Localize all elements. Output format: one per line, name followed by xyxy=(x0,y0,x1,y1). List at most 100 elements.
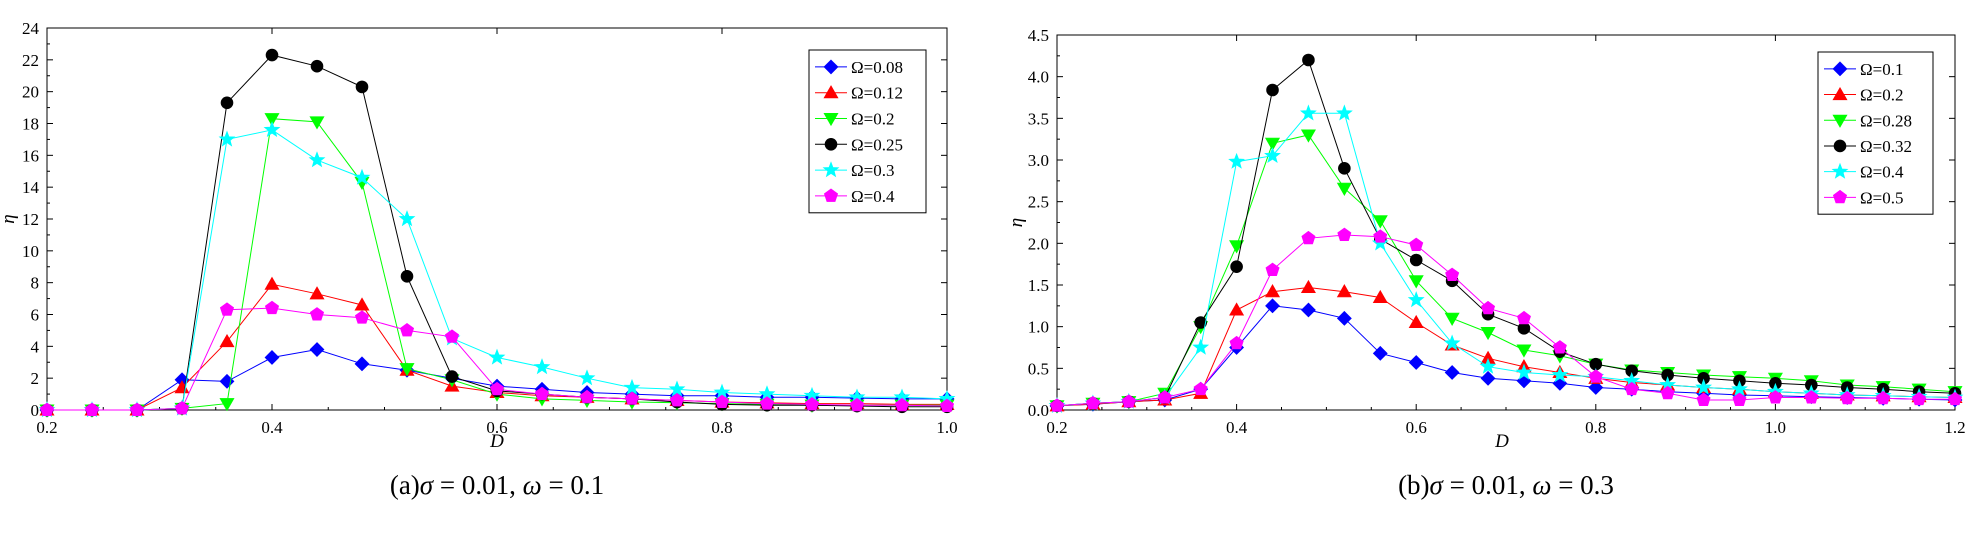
caption-post: = 0.3 xyxy=(1551,470,1613,500)
marker-triangle-down xyxy=(1265,137,1281,151)
x-tick-label: 0.8 xyxy=(1585,418,1606,437)
marker-circle xyxy=(310,59,324,73)
marker-pentagon xyxy=(939,398,955,413)
marker-pentagon xyxy=(669,393,685,407)
y-tick-label: 0.0 xyxy=(1028,401,1049,420)
marker-star xyxy=(1831,162,1849,179)
caption-pre: (a) xyxy=(390,470,420,500)
y-tick-label: 2 xyxy=(31,369,40,388)
marker-diamond xyxy=(823,59,839,75)
marker-triangle-down xyxy=(1516,344,1532,358)
marker-triangle-up xyxy=(1229,302,1245,316)
series-pentagon xyxy=(39,300,955,417)
marker-pentagon xyxy=(39,402,55,417)
marker-pentagon xyxy=(1696,392,1711,407)
marker-triangle-down xyxy=(219,398,235,412)
legend-item: Ω=0.4 xyxy=(1824,163,1904,182)
marker-star xyxy=(1228,152,1246,169)
marker-pentagon xyxy=(714,394,730,409)
marker-star xyxy=(533,358,551,375)
y-tick-label: 20 xyxy=(22,83,39,102)
legend-label: Ω=0.4 xyxy=(1860,163,1904,182)
marker-pentagon xyxy=(1768,390,1783,404)
legend-label: Ω=0.12 xyxy=(851,84,903,103)
marker-triangle-up xyxy=(219,333,235,348)
legend-box xyxy=(808,49,927,214)
legend: Ω=0.1 Ω=0.2 Ω=0.28 Ω=0.32 Ω=0.4 Ω=0.5 xyxy=(1817,51,1934,215)
marker-triangle-down xyxy=(264,113,280,127)
legend-label: Ω=0.2 xyxy=(1860,86,1903,105)
legend-item: Ω=0.4 xyxy=(815,187,895,206)
y-tick-label: 0.5 xyxy=(1028,359,1049,378)
y-tick-label: 1.0 xyxy=(1028,318,1049,337)
legend-item: Ω=0.2 xyxy=(1824,86,1903,105)
marker-triangle-up xyxy=(1372,289,1388,304)
panel-b: 0.2 0.4 0.6 0.8 1.0 1.2 0.0 0.5 1.0 1.5 2.0 2.5 3.0 3… xyxy=(1006,26,1966,500)
marker-star xyxy=(1515,363,1533,380)
x-axis-label: D xyxy=(1494,431,1509,452)
marker-pentagon xyxy=(1085,395,1100,410)
y-tick-label: 2.5 xyxy=(1028,193,1049,212)
legend-label: Ω=0.5 xyxy=(1860,188,1903,207)
caption-mid: = 0.01, xyxy=(1443,470,1532,500)
panel-caption: (b)σ = 0.01, ω = 0.3 xyxy=(1398,470,1614,500)
caption-sym1: σ xyxy=(420,470,435,500)
x-tick-label: 1.0 xyxy=(936,418,957,437)
marker-circle xyxy=(445,370,459,383)
marker-circle xyxy=(1302,53,1315,67)
marker-triangle-down xyxy=(1229,240,1245,254)
legend-label: Ω=0.28 xyxy=(1860,111,1912,130)
marker-triangle-down xyxy=(1832,114,1848,128)
caption-sym1: σ xyxy=(1430,470,1445,500)
marker-diamond xyxy=(1480,370,1496,386)
legend-label: Ω=0.3 xyxy=(851,161,894,180)
marker-triangle-up xyxy=(309,286,325,300)
marker-pentagon xyxy=(534,386,550,401)
legend-label: Ω=0.4 xyxy=(851,187,895,206)
marker-pentagon xyxy=(1265,262,1280,277)
marker-pentagon xyxy=(1660,385,1675,400)
marker-pentagon xyxy=(823,188,839,202)
caption-mid: = 0.01, xyxy=(433,470,522,500)
marker-pentagon xyxy=(579,389,595,404)
marker-pentagon xyxy=(1049,398,1065,412)
y-tick-label: 18 xyxy=(22,115,39,134)
marker-pentagon xyxy=(1804,390,1819,404)
marker-triangle-down xyxy=(1336,182,1352,196)
y-tick-label: 6 xyxy=(31,306,40,325)
x-tick-label: 0.4 xyxy=(1226,418,1248,437)
marker-diamond xyxy=(309,342,325,357)
series-pentagon xyxy=(1049,227,1963,412)
legend-item: Ω=0.28 xyxy=(1824,111,1912,130)
marker-pentagon xyxy=(1840,390,1855,405)
series-line xyxy=(1056,286,1956,407)
y-tick-label: 22 xyxy=(22,51,39,70)
marker-star xyxy=(1335,104,1353,121)
marker-pentagon xyxy=(1193,381,1208,396)
x-tick-label: 0.2 xyxy=(1046,418,1067,437)
marker-pentagon xyxy=(1732,392,1747,407)
marker-star xyxy=(1192,338,1210,355)
marker-star xyxy=(1479,357,1497,374)
marker-pentagon xyxy=(1624,381,1639,396)
marker-circle xyxy=(220,96,234,110)
marker-triangle-down xyxy=(1444,312,1460,326)
marker-diamond xyxy=(1336,310,1352,326)
panel-a: 0.2 0.4 0.6 0.8 1.0024681012141618202224DηΩ=… xyxy=(0,19,958,500)
legend-label: Ω=0.25 xyxy=(851,135,903,154)
legend-item: Ω=0.2 xyxy=(815,110,894,129)
series-triangle-up xyxy=(1049,279,1963,412)
marker-diamond xyxy=(354,356,370,372)
marker-pentagon xyxy=(1121,394,1136,408)
marker-pentagon xyxy=(1588,369,1603,383)
series-line xyxy=(1056,112,1956,407)
y-tick-label: 4.5 xyxy=(1028,26,1049,45)
marker-circle xyxy=(1409,253,1423,267)
marker-star xyxy=(398,210,416,227)
marker-pentagon xyxy=(84,402,100,417)
y-tick-label: 24 xyxy=(22,19,40,38)
marker-pentagon xyxy=(219,302,235,316)
x-tick-label: 0.6 xyxy=(1406,418,1427,437)
marker-pentagon xyxy=(1516,310,1531,325)
